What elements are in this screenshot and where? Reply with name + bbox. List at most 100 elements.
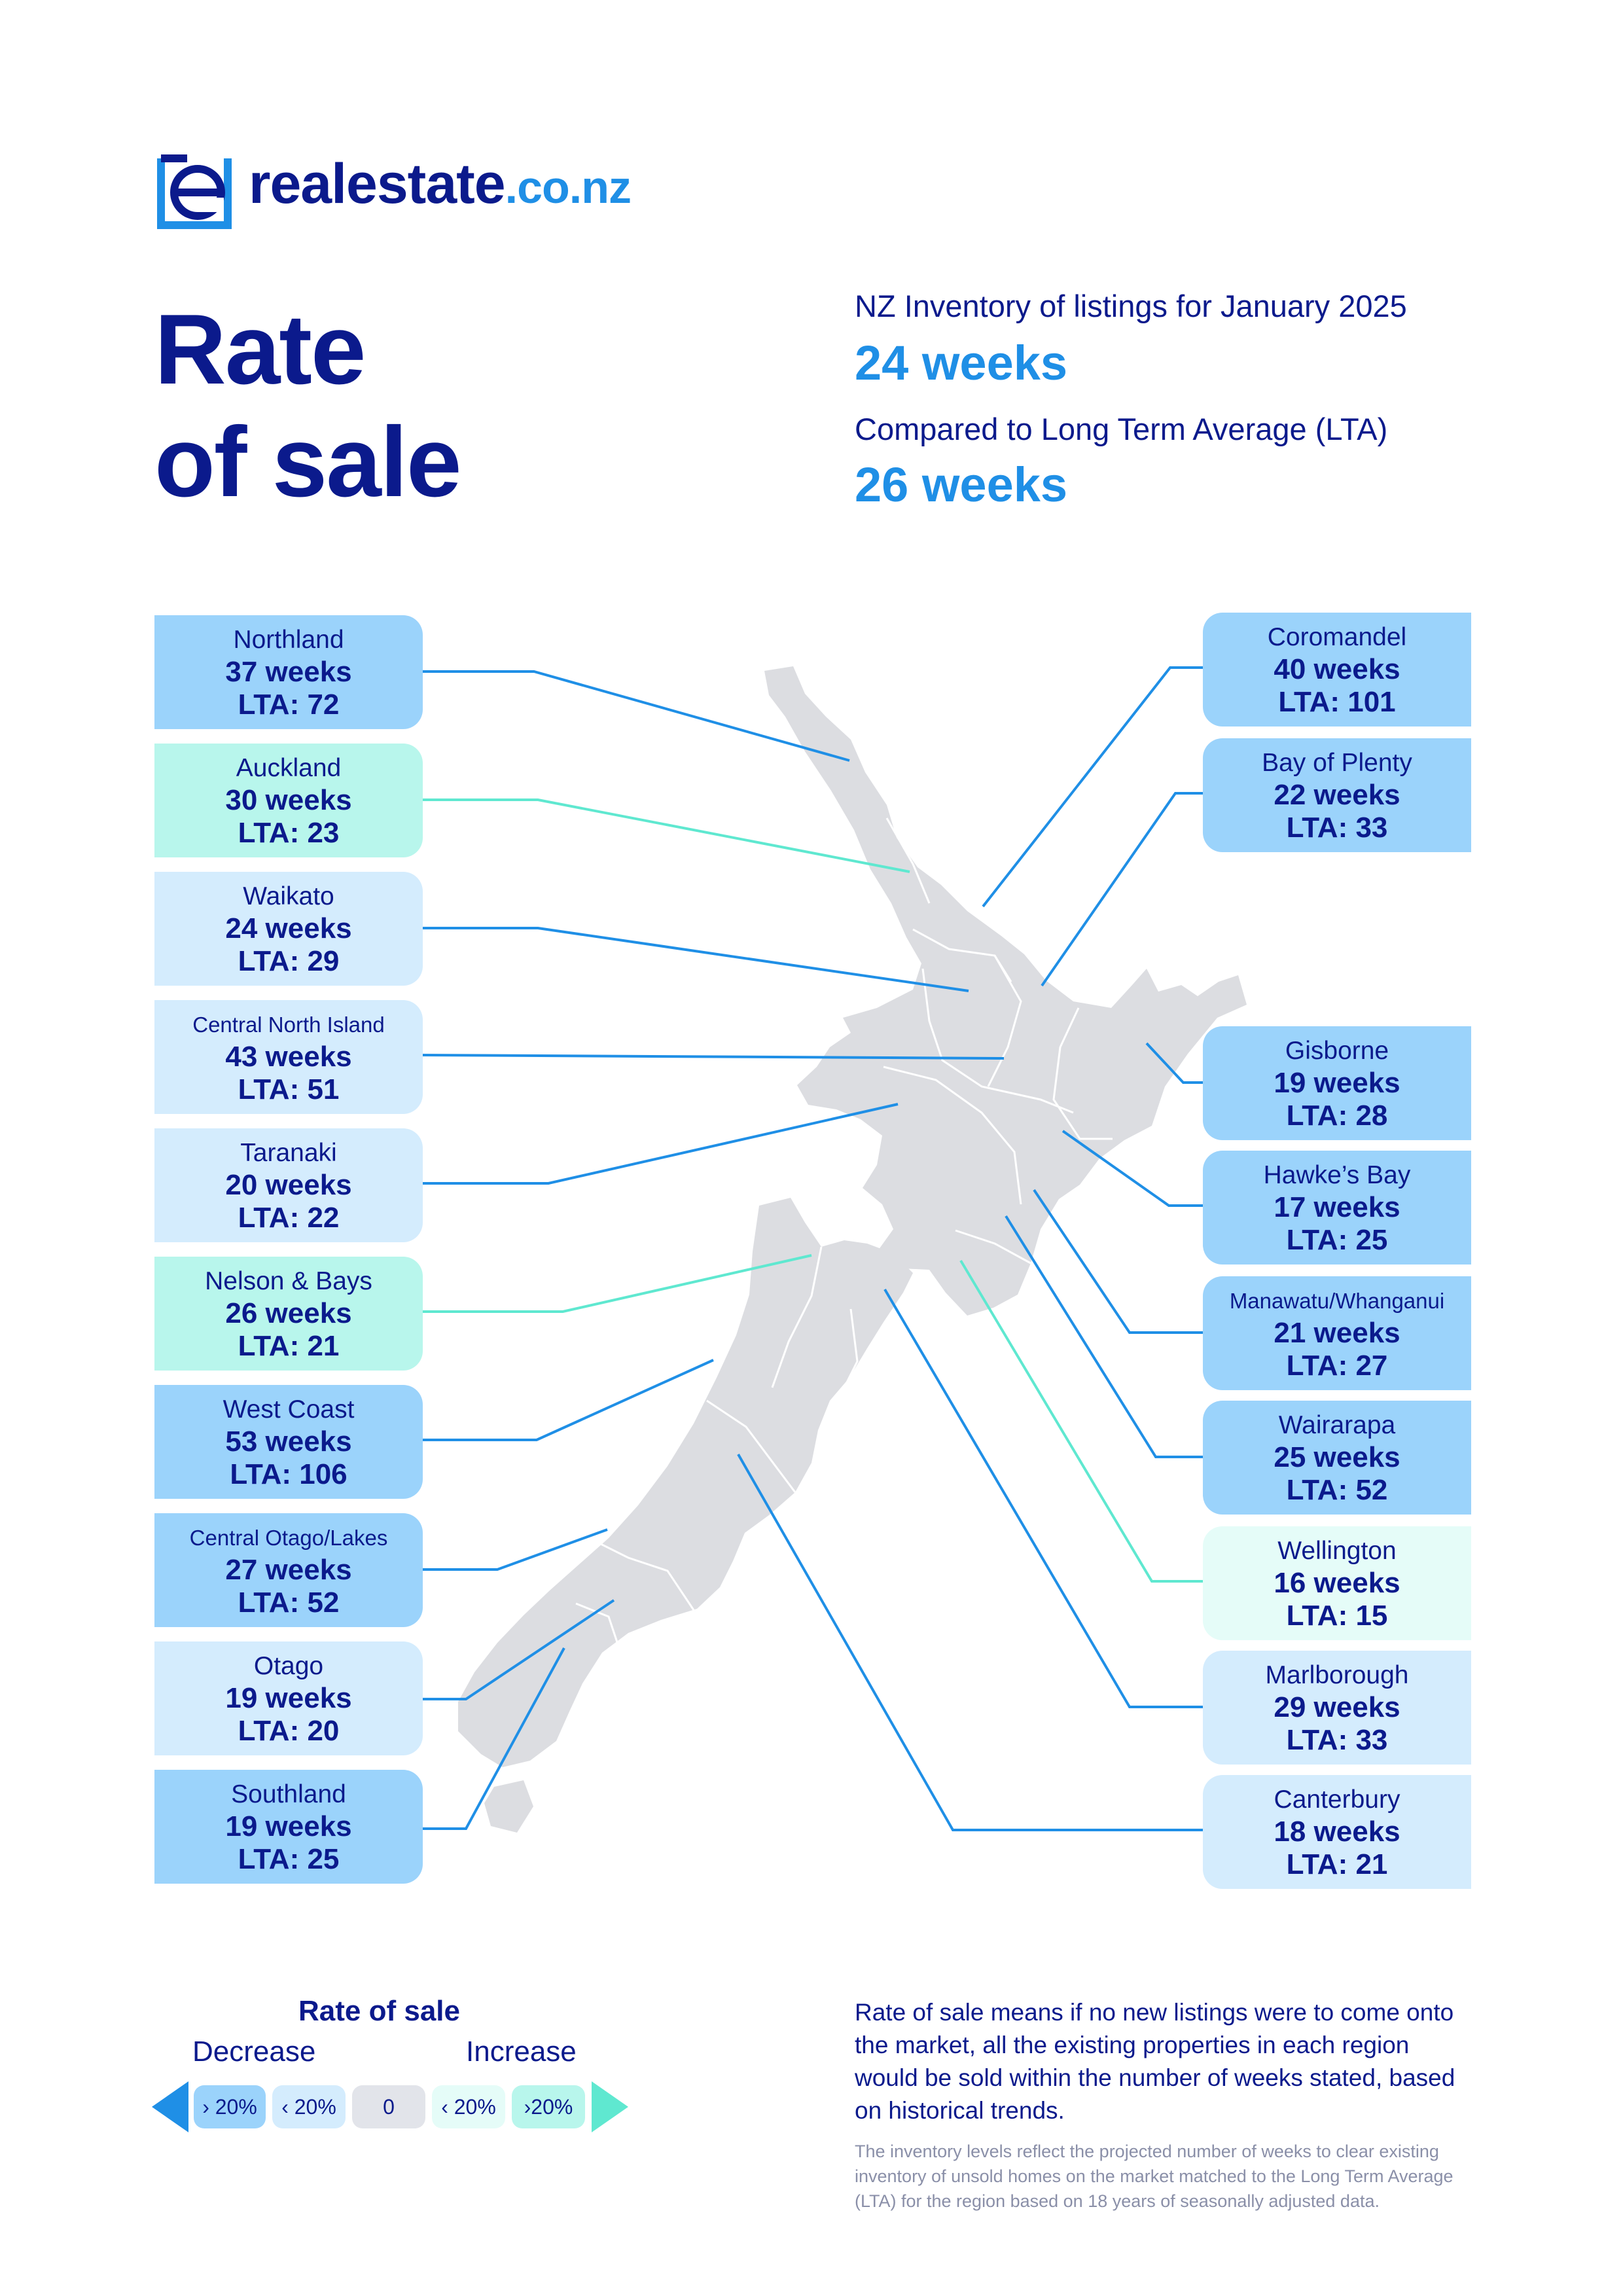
region-wellington: Wellington 16 weeks LTA: 15 — [1203, 1526, 1471, 1640]
region-lta: LTA: 15 — [1286, 1600, 1388, 1632]
lta-value: 26 weeks — [855, 457, 1068, 512]
brand-wordmark: realestate.co.nz — [249, 152, 632, 217]
region-weeks: 27 weeks — [225, 1554, 352, 1586]
region-weeks: 18 weeks — [1274, 1816, 1400, 1848]
legend-chip-decrease-big: › 20% — [194, 2085, 266, 2128]
legend-chip-neutral: 0 — [352, 2085, 425, 2128]
inventory-label: NZ Inventory of listings for January 202… — [855, 289, 1407, 323]
legend-title: Rate of sale — [298, 1995, 460, 2027]
region-weeks: 43 weeks — [225, 1041, 352, 1073]
region-southland: Southland 19 weeks LTA: 25 — [154, 1770, 423, 1884]
region-weeks: 22 weeks — [1274, 779, 1400, 811]
region-lta: LTA: 23 — [238, 817, 340, 849]
region-name: Nelson & Bays — [205, 1267, 372, 1295]
region-lta: LTA: 52 — [1286, 1474, 1388, 1506]
region-northland: Northland 37 weeks LTA: 72 — [154, 615, 423, 729]
region-name: Wairarapa — [1278, 1411, 1396, 1439]
region-lta: LTA: 27 — [1286, 1350, 1388, 1382]
region-weeks: 40 weeks — [1274, 653, 1400, 685]
region-marlborough: Marlborough 29 weeks LTA: 33 — [1203, 1651, 1471, 1765]
title-line-1: Rate — [154, 294, 366, 405]
region-weeks: 21 weeks — [1274, 1317, 1400, 1349]
region-lta: LTA: 21 — [1286, 1848, 1388, 1880]
region-name: Manawatu/Whanganui — [1229, 1289, 1445, 1313]
region-name: Canterbury — [1274, 1785, 1400, 1814]
region-weeks: 29 weeks — [1274, 1691, 1400, 1723]
region-name: Hawke’s Bay — [1263, 1161, 1411, 1189]
region-west-coast: West Coast 53 weeks LTA: 106 — [154, 1385, 423, 1499]
region-weeks: 37 weeks — [225, 656, 352, 688]
region-lta: LTA: 20 — [238, 1715, 340, 1747]
region-name: Bay of Plenty — [1262, 749, 1412, 777]
region-name: Southland — [231, 1780, 346, 1808]
legend-decrease-label: Decrease — [192, 2036, 316, 2068]
inventory-value: 24 weeks — [855, 336, 1068, 390]
region-lta: LTA: 33 — [1286, 812, 1388, 844]
region-name: Otago — [253, 1652, 324, 1680]
region-name: Coromandel — [1267, 623, 1407, 651]
north-island-shape — [764, 666, 1247, 1316]
region-name: Gisborne — [1285, 1037, 1389, 1065]
region-bay-of-plenty: Bay of Plenty 22 weeks LTA: 33 — [1203, 738, 1471, 852]
region-taranaki: Taranaki 20 weeks LTA: 22 — [154, 1128, 423, 1242]
region-name: Central North Island — [192, 1013, 385, 1037]
region-coromandel: Coromandel 40 weeks LTA: 101 — [1203, 613, 1471, 726]
region-name: Wellington — [1277, 1537, 1397, 1565]
region-canterbury: Canterbury 18 weeks LTA: 21 — [1203, 1775, 1471, 1889]
region-name: Taranaki — [240, 1139, 337, 1167]
region-weeks: 25 weeks — [1274, 1441, 1400, 1473]
region-weeks: 20 weeks — [225, 1169, 352, 1201]
region-weeks: 19 weeks — [225, 1810, 352, 1842]
realestate-logo-icon — [157, 154, 232, 229]
page-title: Rate of sale — [154, 293, 462, 518]
region-name: Central Otago/Lakes — [189, 1526, 388, 1550]
region-lta: LTA: 52 — [238, 1587, 340, 1619]
south-island-shape — [458, 1198, 913, 1767]
legend-chip-increase-small: ‹ 20% — [432, 2085, 505, 2128]
stewart-island-shape — [484, 1780, 533, 1833]
region-weeks: 30 weeks — [225, 784, 352, 816]
region-weeks: 19 weeks — [1274, 1067, 1400, 1099]
rate-of-sale-description: Rate of sale means if no new listings we… — [855, 1999, 1455, 2124]
region-lta: LTA: 51 — [238, 1073, 340, 1105]
region-name: Auckland — [236, 754, 342, 782]
region-lta: LTA: 29 — [238, 945, 340, 977]
title-line-2: of sale — [154, 406, 462, 518]
region-nelson-bays: Nelson & Bays 26 weeks LTA: 21 — [154, 1257, 423, 1371]
region-weeks: 26 weeks — [225, 1297, 352, 1329]
region-lta: LTA: 25 — [238, 1843, 340, 1875]
methodology-footnote: The inventory levels reflect the project… — [855, 2142, 1454, 2211]
region-name: West Coast — [223, 1395, 355, 1424]
connector-lines — [422, 666, 1203, 1831]
region-name: Waikato — [243, 882, 334, 910]
region-hawkes-bay: Hawke’s Bay 17 weeks LTA: 25 — [1203, 1151, 1471, 1265]
region-weeks: 17 weeks — [1274, 1191, 1400, 1223]
region-lta: LTA: 33 — [1286, 1724, 1388, 1756]
region-lta: LTA: 72 — [238, 689, 340, 721]
region-wairarapa: Wairarapa 25 weeks LTA: 52 — [1203, 1401, 1471, 1515]
region-lta: LTA: 21 — [238, 1330, 340, 1362]
increase-arrow-icon — [592, 2081, 628, 2132]
legend-chip-increase-big: ›20% — [512, 2085, 585, 2128]
region-weeks: 24 weeks — [225, 912, 352, 944]
region-manawatu-whanganui: Manawatu/Whanganui 21 weeks LTA: 27 — [1203, 1276, 1471, 1390]
brand-tld: .co.nz — [505, 162, 632, 213]
region-lta: LTA: 25 — [1286, 1224, 1388, 1256]
region-borders — [575, 817, 1113, 1657]
region-central-otago-lakes: Central Otago/Lakes 27 weeks LTA: 52 — [154, 1513, 423, 1627]
region-lta: LTA: 28 — [1286, 1100, 1388, 1132]
region-gisborne: Gisborne 19 weeks LTA: 28 — [1203, 1026, 1471, 1140]
region-name: Northland — [233, 626, 344, 654]
region-central-north-island: Central North Island 43 weeks LTA: 51 — [154, 1000, 423, 1114]
region-lta: LTA: 22 — [238, 1202, 340, 1234]
region-auckland: Auckland 30 weeks LTA: 23 — [154, 744, 423, 857]
region-name: Marlborough — [1265, 1661, 1409, 1689]
region-otago: Otago 19 weeks LTA: 20 — [154, 1641, 423, 1755]
brand-name: realestate — [249, 152, 506, 215]
region-lta: LTA: 106 — [230, 1458, 348, 1490]
decrease-arrow-icon — [152, 2081, 188, 2132]
region-weeks: 53 weeks — [225, 1426, 352, 1458]
lta-label: Compared to Long Term Average (LTA) — [855, 412, 1388, 446]
region-weeks: 16 weeks — [1274, 1567, 1400, 1599]
